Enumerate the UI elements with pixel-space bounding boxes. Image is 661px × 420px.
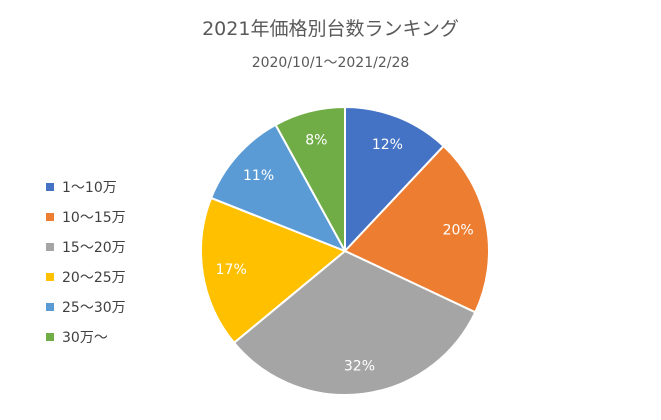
legend-item-2: 10～15万 xyxy=(46,202,126,232)
legend-swatch xyxy=(46,213,54,221)
data-label-3: 32% xyxy=(344,358,375,374)
legend-label: 15～20万 xyxy=(62,240,126,256)
data-label-5: 11% xyxy=(243,168,274,184)
legend: 1～10万 10～15万 15～20万 20～25万 25～30万 30万～ xyxy=(46,172,126,352)
legend-item-3: 15～20万 xyxy=(46,232,126,262)
chart-title: 2021年価格別台数ランキング xyxy=(202,18,459,40)
pie-slice-6 xyxy=(274,105,346,252)
legend-label: 30万～ xyxy=(62,330,108,346)
legend-label: 25～30万 xyxy=(62,300,126,316)
pie-slice-2 xyxy=(343,144,490,314)
data-label-4: 17% xyxy=(216,262,247,278)
chart-subtitle: 2020/10/1～2021/2/28 xyxy=(251,55,410,71)
pie-slice-4 xyxy=(200,196,347,345)
pie-slice-3 xyxy=(232,249,477,396)
data-label-2: 20% xyxy=(443,222,474,238)
legend-item-4: 20～25万 xyxy=(46,262,126,292)
legend-item-6: 30万～ xyxy=(46,322,126,352)
legend-swatch xyxy=(46,333,54,341)
legend-item-1: 1～10万 xyxy=(46,172,126,202)
legend-item-5: 25～30万 xyxy=(46,292,126,322)
data-label-6: 8% xyxy=(305,132,327,148)
legend-swatch xyxy=(46,183,54,191)
data-label-1: 12% xyxy=(372,137,403,153)
legend-label: 10～15万 xyxy=(62,210,126,226)
legend-swatch xyxy=(46,273,54,281)
legend-swatch xyxy=(46,303,54,311)
legend-label: 20～25万 xyxy=(62,270,126,286)
legend-label: 1～10万 xyxy=(62,180,117,196)
legend-swatch xyxy=(46,243,54,251)
pie-slice-1 xyxy=(344,105,445,254)
pie-slice-5 xyxy=(209,123,348,253)
